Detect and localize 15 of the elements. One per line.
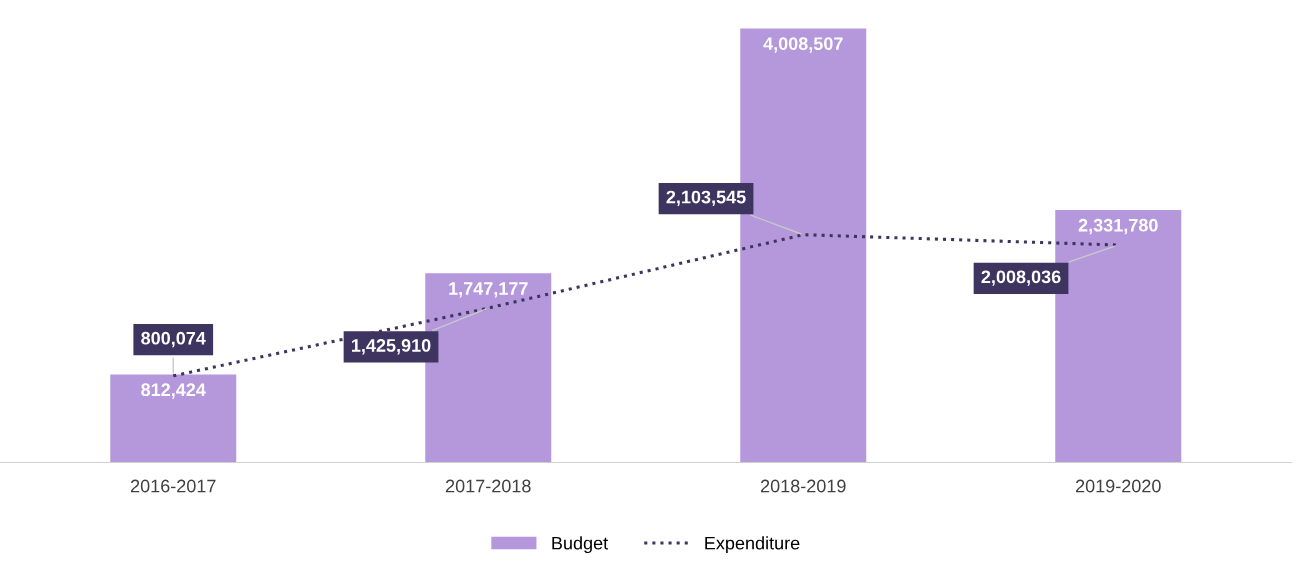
bar xyxy=(110,374,237,463)
data-label: 1,747,177 xyxy=(449,282,528,298)
data-label: 2,331,780 xyxy=(1078,218,1158,235)
data-label: 1,425,910 xyxy=(352,339,431,355)
x-tick-label: 2019-2020 xyxy=(1076,479,1161,493)
legend-label: Expenditure xyxy=(705,536,800,554)
data-label: 2,103,545 xyxy=(666,190,746,207)
data-label: 4,008,507 xyxy=(763,37,843,53)
data-label: 812,424 xyxy=(141,383,206,399)
data-label: 800,074 xyxy=(141,331,206,348)
data-label: 2,008,036 xyxy=(981,270,1061,286)
x-tick-label: 2017-2018 xyxy=(445,479,531,493)
legend-label: Budget xyxy=(552,536,608,554)
x-tick-label: 2016-2017 xyxy=(130,479,216,493)
x-tick-label: 2018-2019 xyxy=(761,479,846,493)
